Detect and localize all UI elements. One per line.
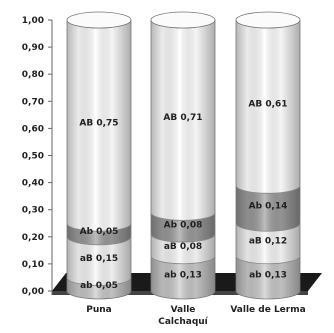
- segment-labels: ab 0,05 aB 0,15 Ab 0,05 AB 0,75 ab 0,13 aB 0,…: [79, 100, 287, 292]
- x-axis-categories: Puna Valle Calchaquí Valle de Lerma: [86, 305, 305, 327]
- segment-divider: [235, 223, 301, 232]
- data-label-ab: ab 0,13: [164, 270, 202, 280]
- cylinder-top-cap: [150, 11, 216, 29]
- y-tick-label: 0,70: [22, 97, 44, 107]
- segment-divider: [66, 223, 132, 232]
- cylinder-2: [150, 11, 216, 300]
- data-label-ab: Ab 0,08: [164, 220, 203, 230]
- y-tick-label: 0,60: [22, 124, 44, 134]
- data-label-ab: Ab 0,05: [80, 227, 119, 237]
- segment-divider: [235, 185, 301, 194]
- data-label-ab: Ab 0,14: [249, 201, 288, 211]
- cylinder-shading: [150, 19, 216, 300]
- data-label-ab: aB 0,15: [80, 254, 118, 264]
- segment-divider: [66, 277, 132, 286]
- category-label: Valle Calchaquí: [158, 305, 208, 327]
- category-label: Valle de Lerma: [230, 305, 305, 315]
- segment-divider: [235, 255, 301, 265]
- segment-divider: [150, 212, 216, 221]
- cylinder-1: [66, 11, 132, 300]
- cylinder-top-cap: [235, 11, 301, 29]
- cylinder-top-cap: [66, 11, 132, 29]
- y-tick-label: 0,40: [22, 179, 44, 189]
- segment-divider: [66, 236, 132, 246]
- y-tick-label: 0,50: [22, 152, 44, 162]
- y-tick-label: 0,00: [22, 287, 44, 297]
- y-tick-label: 0,20: [22, 233, 44, 243]
- y-tick-label: 0,10: [22, 260, 44, 270]
- cylinder-bars: [66, 11, 301, 300]
- data-label-ab: aB 0,12: [249, 237, 287, 247]
- segment-divider: [150, 234, 216, 243]
- y-tick-label: 0,30: [22, 206, 44, 216]
- y-axis: 0,00 0,10 0,20 0,30 0,40 0,50 0,60 0,70 0,80 0,90…: [22, 16, 53, 297]
- data-label-ab: ab 0,13: [249, 270, 287, 280]
- data-label-ab: AB 0,75: [79, 119, 118, 129]
- y-tick-label: 0,90: [22, 43, 44, 53]
- data-label-ab: AB 0,71: [163, 113, 202, 123]
- category-label: Puna: [86, 305, 111, 315]
- data-label-ab: AB 0,61: [248, 100, 287, 110]
- y-tick-label: 0,80: [22, 70, 44, 80]
- y-tick-label: 1,00: [22, 16, 44, 26]
- data-label-ab: aB 0,08: [164, 242, 202, 252]
- data-label-ab: ab 0,05: [80, 281, 118, 291]
- segment-divider: [150, 255, 216, 265]
- cylinder-shading: [235, 19, 301, 300]
- cylinder-3: [235, 11, 301, 300]
